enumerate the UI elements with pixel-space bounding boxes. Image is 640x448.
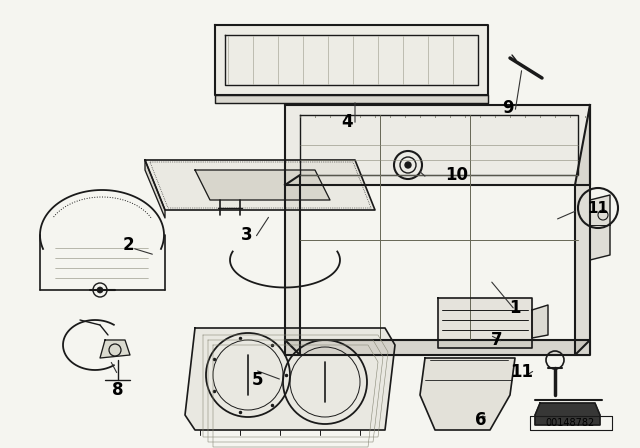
- Circle shape: [97, 287, 103, 293]
- Text: 11: 11: [588, 201, 609, 215]
- Text: 10: 10: [445, 166, 468, 184]
- Text: 9: 9: [502, 99, 514, 117]
- Polygon shape: [195, 170, 330, 200]
- Text: 1: 1: [509, 299, 521, 317]
- Polygon shape: [185, 328, 395, 430]
- Text: 6: 6: [474, 411, 486, 429]
- Circle shape: [405, 162, 411, 168]
- Polygon shape: [420, 358, 515, 430]
- Text: 11: 11: [511, 363, 534, 381]
- Polygon shape: [100, 340, 130, 358]
- Polygon shape: [285, 340, 590, 355]
- Text: 00148782: 00148782: [545, 418, 595, 428]
- Polygon shape: [145, 160, 375, 210]
- Text: 5: 5: [252, 371, 263, 389]
- Text: 8: 8: [112, 381, 124, 399]
- Polygon shape: [145, 160, 165, 218]
- Polygon shape: [215, 25, 488, 95]
- Text: 3: 3: [241, 226, 253, 244]
- Polygon shape: [535, 403, 600, 425]
- Polygon shape: [285, 175, 300, 355]
- Text: 4: 4: [341, 113, 353, 131]
- Polygon shape: [575, 105, 590, 355]
- Polygon shape: [532, 305, 548, 338]
- Text: 7: 7: [491, 331, 503, 349]
- Polygon shape: [285, 105, 590, 185]
- Text: 2: 2: [122, 236, 134, 254]
- Polygon shape: [215, 95, 488, 103]
- Polygon shape: [590, 195, 610, 260]
- Polygon shape: [438, 298, 532, 348]
